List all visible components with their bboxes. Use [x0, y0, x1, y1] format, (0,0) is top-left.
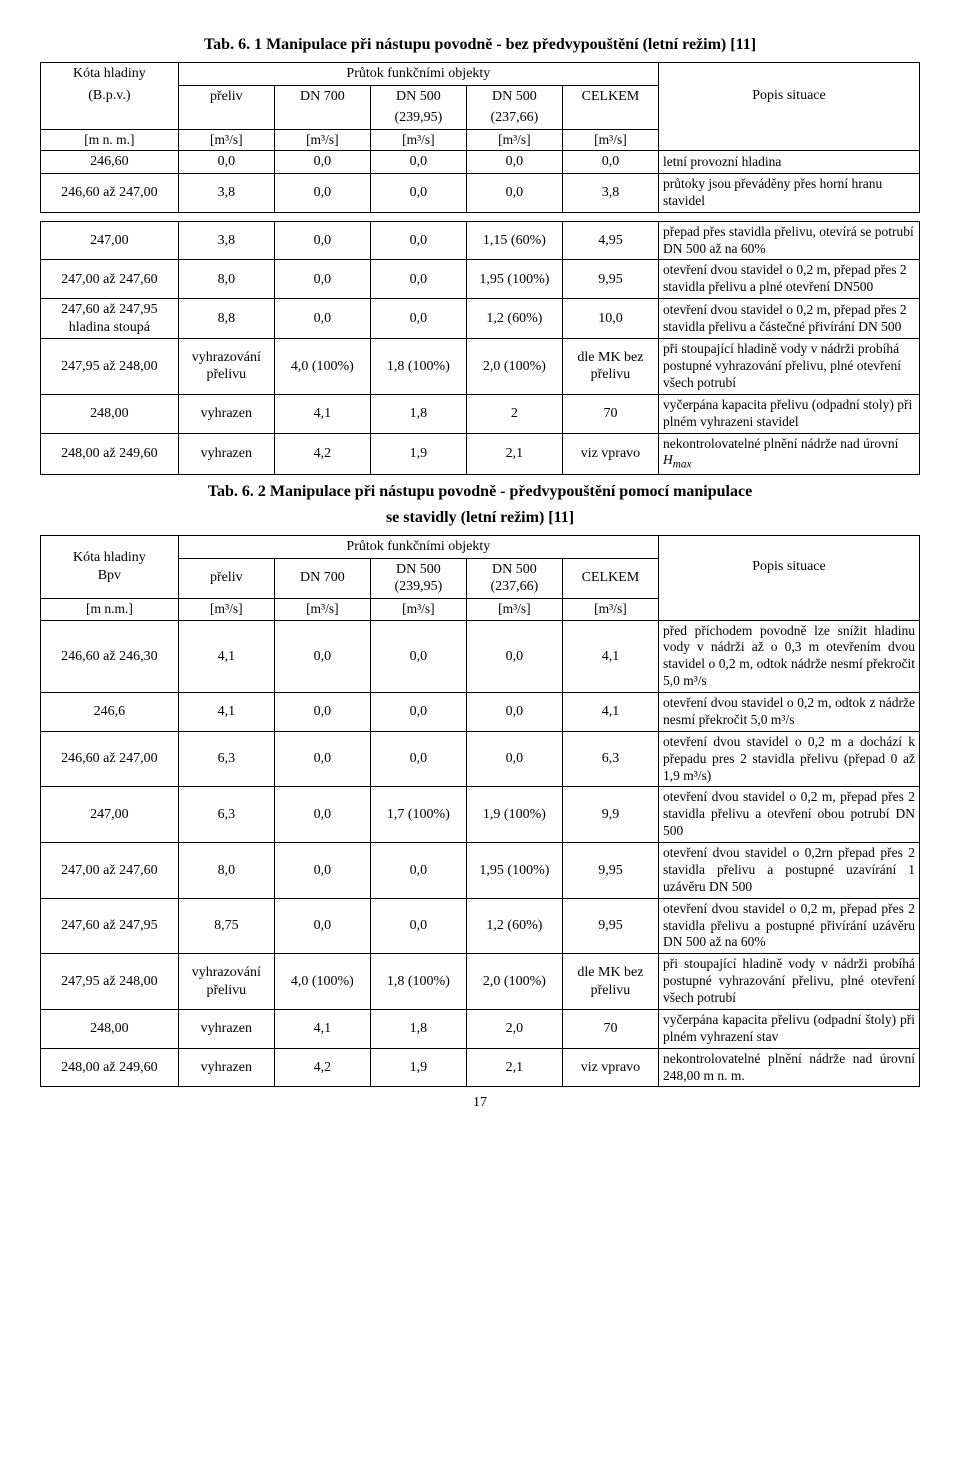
- t1-col-4: CELKEM: [562, 85, 658, 107]
- t1-col-1: DN 700: [274, 85, 370, 107]
- t1-r1-k: 246,60: [41, 151, 179, 174]
- table-row: 246,60 0,0 0,0 0,0 0,0 0,0 letní provozn…: [41, 151, 920, 174]
- t1-flow-header: Průtok funkčními objekty: [178, 63, 658, 86]
- t1-unit-4: [m³/s]: [562, 129, 658, 151]
- t1-popis-blank: [658, 129, 919, 151]
- page-number: 17: [40, 1095, 920, 1111]
- table-row: 248,00 vyhrazen 4,1 1,8 2,0 70 vyčerpána…: [41, 1009, 920, 1048]
- table1-title: Tab. 6. 1 Manipulace při nástupu povodně…: [40, 36, 920, 54]
- spacer-row: [41, 212, 920, 221]
- t2-flow-header: Průtok funkčními objekty: [178, 536, 658, 559]
- t1-unit-2: [m³/s]: [370, 129, 466, 151]
- t1-unit-3: [m³/s]: [466, 129, 562, 151]
- table1: Kóta hladiny Průtok funkčními objekty Po…: [40, 62, 920, 475]
- table-row: 247,95 až 248,00 vyhrazování přelivu 4,0…: [41, 339, 920, 395]
- table-row: 247,95 až 248,00 vyhrazování přelivu 4,0…: [41, 954, 920, 1010]
- table2: Kóta hladiny Bpv Průtok funkčními objekt…: [40, 535, 920, 1087]
- t1-sub-4: [562, 107, 658, 129]
- table-row: 246,60 až 247,00 6,3 0,0 0,0 0,0 6,3 ote…: [41, 731, 920, 787]
- table-row: 247,60 až 247,95 8,75 0,0 0,0 1,2 (60%) …: [41, 898, 920, 954]
- table-row: 248,00 vyhrazen 4,1 1,8 2 70 vyčerpána k…: [41, 394, 920, 433]
- t1-sub-blank: [41, 107, 179, 129]
- t1-unit-1: [m³/s]: [274, 129, 370, 151]
- t1-kota-l2: (B.p.v.): [41, 85, 179, 107]
- t1-kota-l1: Kóta hladiny: [41, 63, 179, 86]
- table-row: 248,00 až 249,60 vyhrazen 4,2 1,9 2,1 vi…: [41, 1048, 920, 1087]
- table-row: 247,00 6,3 0,0 1,7 (100%) 1,9 (100%) 9,9…: [41, 787, 920, 843]
- t1-sub-3: (237,66): [466, 107, 562, 129]
- t2-popis-header: Popis situace: [658, 536, 919, 599]
- t1-r8-d: nekontrolovatelné plnění nádrže nad úrov…: [658, 433, 919, 475]
- table-row: 246,60 až 247,00 3,8 0,0 0,0 0,0 3,8 prů…: [41, 173, 920, 212]
- table2-title-l1: Tab. 6. 2 Manipulace při nástupu povodně…: [40, 483, 920, 501]
- t1-col-2: DN 500: [370, 85, 466, 107]
- table-row: 247,00 až 247,60 8,0 0,0 0,0 1,95 (100%)…: [41, 260, 920, 299]
- t2-kota: Kóta hladiny Bpv: [41, 536, 179, 599]
- table-row: 247,00 3,8 0,0 0,0 1,15 (60%) 4,95 přepa…: [41, 221, 920, 260]
- table-row: 246,6 4,1 0,0 0,0 0,0 4,1 otevření dvou …: [41, 693, 920, 732]
- t1-sub-2: (239,95): [370, 107, 466, 129]
- table-row: 248,00 až 249,60 vyhrazen 4,2 1,9 2,1 vi…: [41, 433, 920, 475]
- table-row: 247,60 až 247,95 hladina stoupá 8,8 0,0 …: [41, 299, 920, 339]
- t1-sub-0: [178, 107, 274, 129]
- t1-col-3: DN 500: [466, 85, 562, 107]
- t1-sub-1: [274, 107, 370, 129]
- t1-popis-header: Popis situace: [658, 63, 919, 130]
- t1-col-0: přeliv: [178, 85, 274, 107]
- table-row: 247,00 až 247,60 8,0 0,0 0,0 1,95 (100%)…: [41, 843, 920, 899]
- t1-unit-0: [m³/s]: [178, 129, 274, 151]
- t1-unit-left: [m n. m.]: [41, 129, 179, 151]
- table-row: 246,60 až 246,30 4,1 0,0 0,0 0,0 4,1 pře…: [41, 620, 920, 693]
- table2-title-l2: se stavidly (letní režim) [11]: [40, 509, 920, 527]
